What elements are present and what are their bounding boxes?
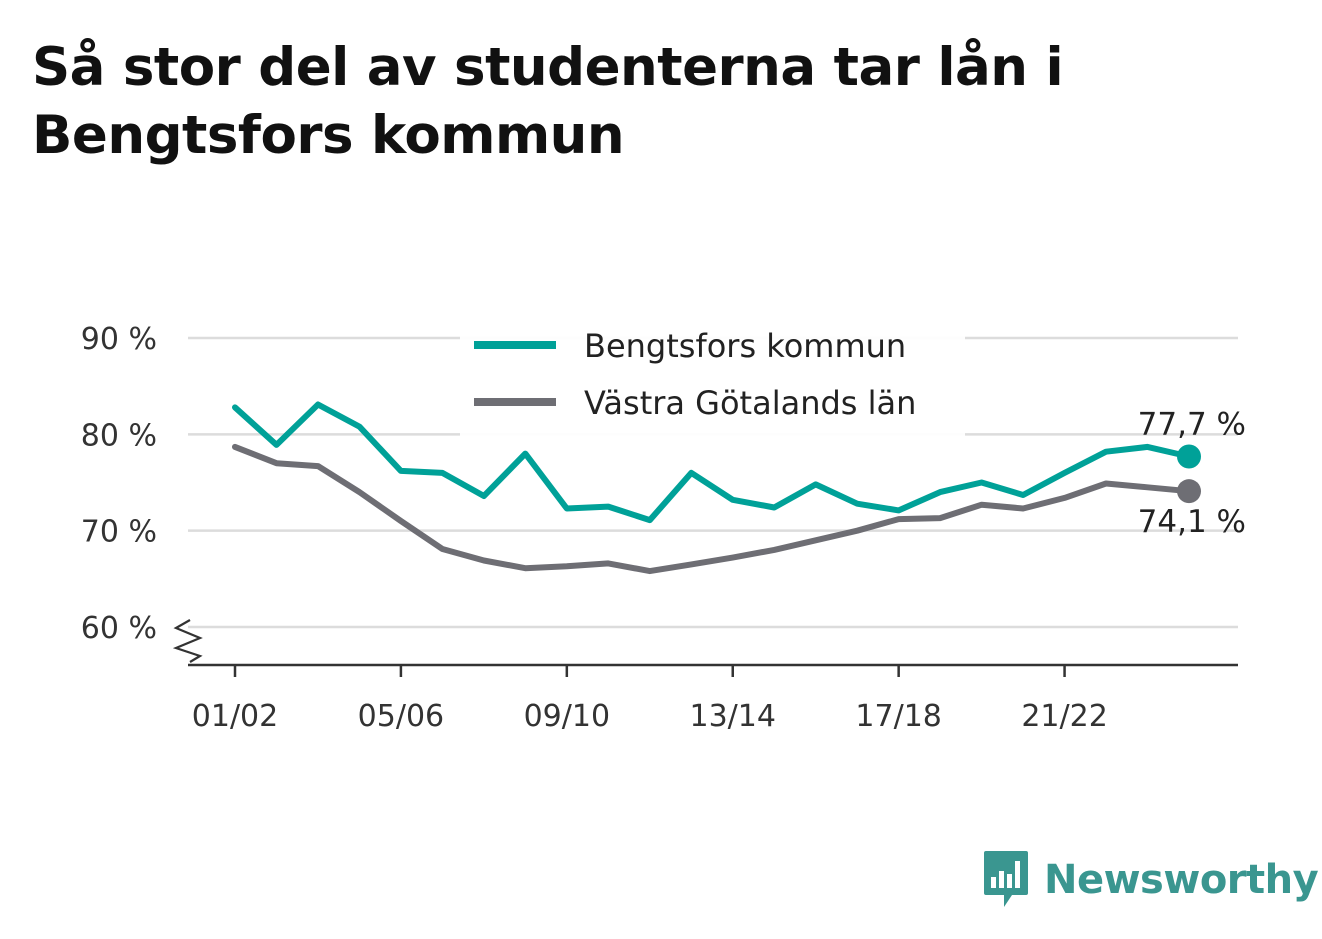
bar-chart-speech-bubble-icon [984, 851, 1028, 907]
series: 77,7 % 74,1 % [232, 401, 1246, 575]
x-axis: 01/02 05/06 09/10 13/14 17/18 21/22 [188, 663, 1238, 734]
legend-label: Västra Götalands län [584, 384, 916, 422]
x-tick-label: 09/10 [524, 699, 610, 734]
chart-title: Så stor del av studenterna tar lån i Ben… [32, 37, 1064, 166]
end-value-label: 74,1 % [1138, 504, 1246, 540]
end-point-marker [1177, 444, 1201, 469]
legend: Bengtsfors kommun Västra Götalands län [460, 318, 965, 436]
axis-break-mark [172, 619, 203, 663]
y-tick-label: 80 % [81, 418, 157, 453]
x-tick-label: 21/22 [1021, 699, 1107, 734]
end-value-label: 77,7 % [1138, 406, 1246, 442]
y-tick-label: 70 % [81, 515, 157, 550]
y-tick-label: 60 % [81, 611, 157, 646]
series-line [232, 401, 1192, 524]
legend-background [460, 318, 965, 436]
x-tick-label: 05/06 [358, 699, 444, 734]
x-tick-label: 01/02 [192, 699, 278, 734]
x-tick-label: 13/14 [690, 699, 776, 734]
y-tick-label: 90 % [81, 322, 157, 357]
brand-logo: Newsworthy [982, 848, 1319, 912]
end-point-marker [1177, 479, 1201, 504]
x-tick-label: 17/18 [855, 699, 941, 734]
series-line [232, 443, 1192, 575]
y-axis: 60 % 70 % 80 % 90 % [81, 322, 203, 663]
legend-label: Bengtsfors kommun [584, 327, 906, 365]
brand-name: Newsworthy [1044, 857, 1319, 903]
